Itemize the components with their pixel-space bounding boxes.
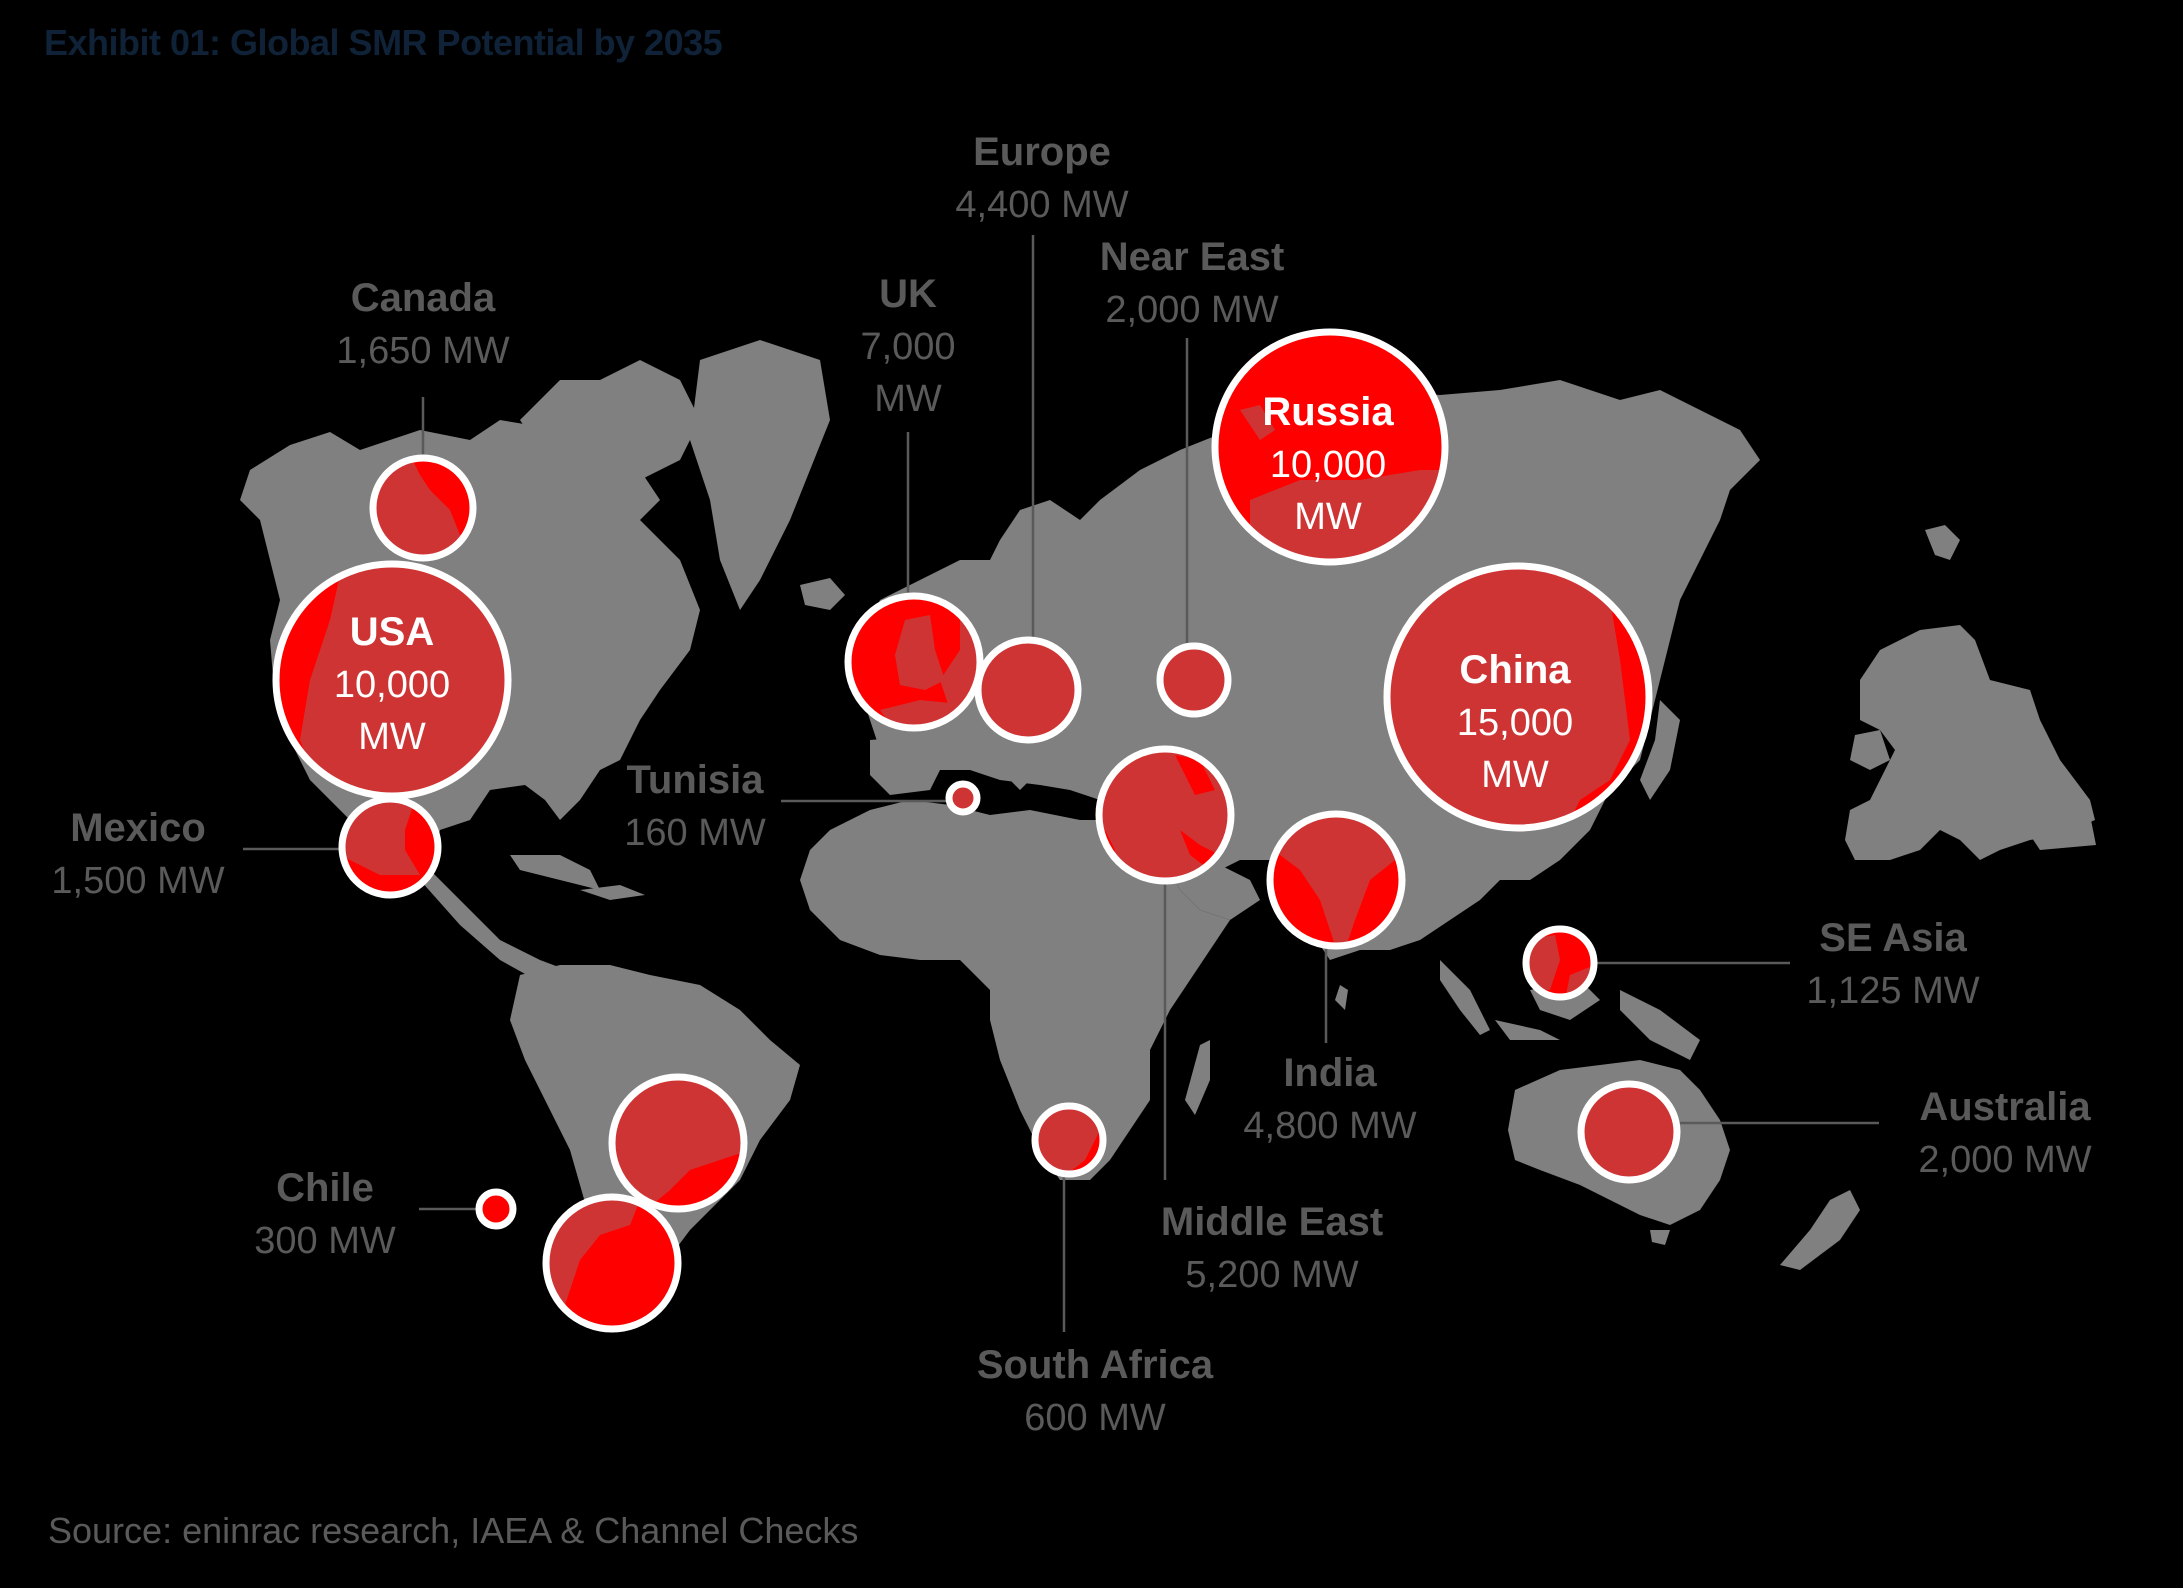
label-china: China 15,000 MW — [1457, 650, 1573, 794]
land-arctic-islands — [520, 360, 700, 480]
region-unit: MW — [1481, 754, 1549, 796]
region-name: India — [1283, 1051, 1377, 1095]
land-europe-inset — [1845, 625, 2095, 860]
region-name: Near East — [1099, 235, 1285, 279]
land-iberia — [870, 735, 945, 795]
region-name: Mexico — [70, 806, 206, 850]
leader-lines — [243, 235, 1879, 1332]
bubble-se-asia — [1522, 925, 1598, 1001]
region-value: 4,400 MW — [955, 184, 1129, 226]
bubble-tunisia — [945, 780, 981, 816]
region-name: Canada — [350, 276, 496, 320]
bubbles — [272, 328, 1681, 1333]
label-usa: USA 10,000 MW — [334, 612, 450, 756]
region-value: 2,000 MW — [1105, 289, 1279, 331]
region-value: 160 MW — [624, 812, 766, 854]
region-name: China — [1459, 648, 1571, 692]
region-name: Chile — [276, 1166, 374, 1210]
region-name: Tunisia — [626, 758, 764, 802]
bubble-europe — [974, 636, 1082, 744]
region-unit: MW — [874, 378, 942, 420]
land-iceland — [800, 578, 845, 610]
bubble-south-africa — [1031, 1102, 1107, 1178]
exhibit-title: Exhibit 01: Global SMR Potential by 2035 — [44, 22, 723, 63]
source-note: Source: eninrac research, IAEA & Channel… — [48, 1510, 859, 1551]
region-value: 300 MW — [254, 1220, 396, 1262]
label-canada: Canada 1,650 MW — [336, 278, 509, 370]
region-value: 1,125 MW — [1806, 970, 1980, 1012]
region-value: 4,800 MW — [1243, 1105, 1417, 1147]
land-caribbean — [510, 855, 600, 890]
region-name: Russia — [1262, 390, 1394, 434]
bubble-brazil — [608, 1073, 748, 1213]
region-value: 600 MW — [1024, 1397, 1166, 1439]
region-value: 1,500 MW — [51, 860, 225, 902]
region-value: 1,650 MW — [336, 330, 510, 372]
land-italy — [990, 735, 1030, 790]
land-greenland — [690, 340, 830, 610]
bubble-chile — [475, 1188, 517, 1230]
label-tunisia: Tunisia 160 MW — [624, 760, 765, 852]
label-europe: Europe 4,400 MW — [955, 132, 1128, 224]
bubble-near-east — [1156, 642, 1232, 718]
label-south-africa: South Africa 600 MW — [977, 1345, 1213, 1437]
bubble-india — [1266, 810, 1406, 950]
land-new-zealand — [1780, 1190, 1860, 1270]
land-madagascar — [1185, 1040, 1210, 1115]
bubble-mexico — [338, 795, 442, 899]
label-se-asia: SE Asia 1,125 MW — [1806, 918, 1979, 1010]
region-name: Australia — [1919, 1085, 2091, 1129]
label-middle-east: Middle East 5,200 MW — [1161, 1202, 1383, 1294]
land-se-asia-islands — [1440, 960, 1490, 1035]
bubble-australia — [1577, 1080, 1681, 1184]
label-russia: Russia 10,000 MW — [1262, 392, 1393, 536]
label-india: India 4,800 MW — [1243, 1053, 1416, 1145]
region-value: 5,200 MW — [1185, 1254, 1359, 1296]
region-value: 15,000 — [1456, 702, 1574, 744]
land-kamchatka — [1690, 450, 1720, 560]
bubble-china — [1383, 562, 1653, 832]
region-value: 7,000 — [860, 326, 956, 368]
label-near-east: Near East 2,000 MW — [1100, 237, 1285, 329]
land-scandinavia — [970, 560, 1080, 660]
region-value: 10,000 — [333, 664, 451, 706]
region-unit: MW — [358, 716, 426, 758]
region-name: Middle East — [1160, 1200, 1384, 1244]
region-name: Europe — [973, 130, 1111, 174]
region-value: 10,000 — [1269, 444, 1387, 486]
region-name: SE Asia — [1819, 916, 1967, 960]
label-mexico: Mexico 1,500 MW — [51, 808, 224, 900]
land-japan — [1640, 700, 1680, 800]
bubble-russia — [1211, 328, 1449, 566]
region-name: South Africa — [976, 1343, 1214, 1387]
bubble-canada — [369, 454, 477, 562]
region-name: UK — [879, 272, 937, 316]
region-value: 2,000 MW — [1918, 1139, 2092, 1181]
bubble-argentina — [542, 1193, 682, 1333]
label-uk: UK 7,000 MW — [860, 274, 955, 418]
region-unit: MW — [1294, 496, 1362, 538]
label-australia: Australia 2,000 MW — [1918, 1087, 2091, 1179]
label-chile: Chile 300 MW — [254, 1168, 395, 1260]
bubble-middle-east — [1095, 745, 1235, 885]
land-africa — [800, 800, 1230, 1180]
region-name: USA — [349, 610, 435, 654]
